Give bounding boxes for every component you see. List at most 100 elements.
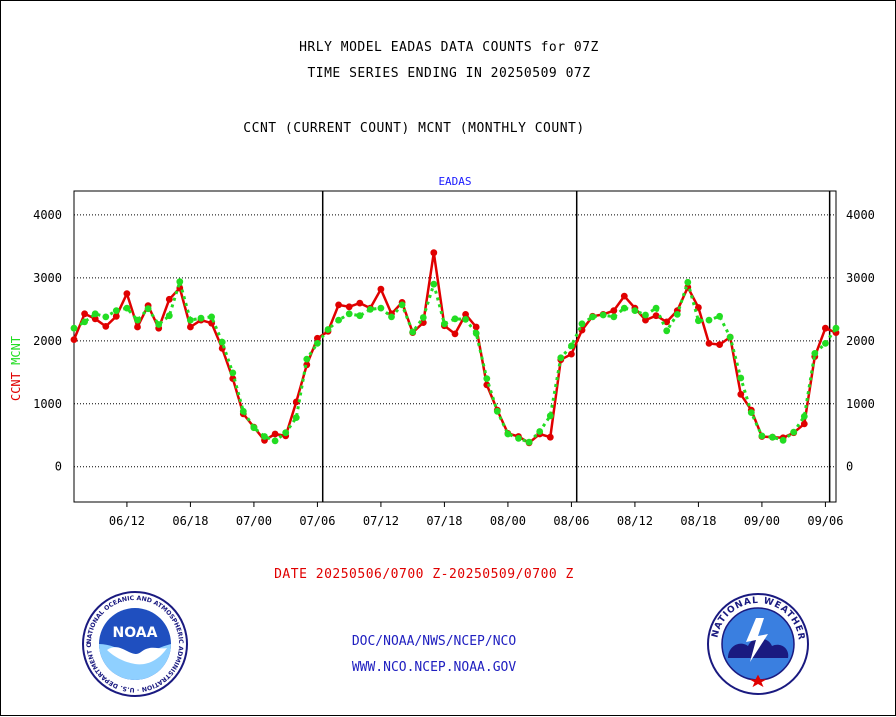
point-mcnt-62 <box>726 333 734 341</box>
point-ccnt-37 <box>462 311 469 318</box>
point-ccnt-3 <box>102 323 110 330</box>
point-mcnt-58 <box>684 278 692 286</box>
point-mcnt-46 <box>557 354 565 362</box>
chart-series-title: EADAS <box>438 175 471 188</box>
point-mcnt-22 <box>303 355 311 363</box>
point-mcnt-18 <box>261 433 268 440</box>
y-tick-label-right: 2000 <box>846 334 875 348</box>
point-mcnt-69 <box>800 413 808 420</box>
point-ccnt-2 <box>91 315 99 323</box>
y-tick-label-left: 4000 <box>33 208 62 222</box>
date-range-label: DATE 20250506/0700 Z-20250509/0700 Z <box>274 567 574 582</box>
point-mcnt-71 <box>822 340 829 347</box>
nws-logo: NATIONAL WEATHER SERVICE <box>706 592 809 695</box>
y-axis-label: CCNT MCNT <box>9 336 23 401</box>
point-mcnt-19 <box>271 437 279 445</box>
point-mcnt-59 <box>695 317 702 325</box>
point-ccnt-54 <box>642 316 649 324</box>
noaa-logo: NATIONAL OCEANIC AND ATMOSPHERIC ADMINIS… <box>81 590 188 697</box>
chart-subtitle: CCNT (CURRENT COUNT) MCNT (MONTHLY COUNT… <box>243 121 585 136</box>
x-tick-label: 08/00 <box>490 514 526 528</box>
point-mcnt-4 <box>112 307 120 314</box>
x-tick-label: 09/00 <box>744 514 780 528</box>
point-mcnt-0 <box>70 324 78 332</box>
point-mcnt-51 <box>610 313 618 321</box>
point-mcnt-63 <box>737 374 745 382</box>
point-ccnt-6 <box>134 323 141 331</box>
x-tick-label: 08/12 <box>617 514 653 528</box>
point-mcnt-70 <box>811 350 819 357</box>
point-mcnt-5 <box>123 304 131 312</box>
point-mcnt-54 <box>642 311 649 319</box>
y-tick-label-left: 2000 <box>33 334 62 348</box>
point-mcnt-20 <box>282 429 290 437</box>
y-tick-label-right: 3000 <box>846 271 875 285</box>
y-tick-label-right: 4000 <box>846 208 875 222</box>
point-mcnt-23 <box>314 340 321 347</box>
point-mcnt-30 <box>388 313 395 321</box>
point-ccnt-4 <box>112 312 120 320</box>
y-tick-label-left: 3000 <box>33 271 62 285</box>
point-mcnt-41 <box>504 430 512 438</box>
x-tick-label: 07/12 <box>363 514 399 528</box>
noaa-logo-label: NOAA <box>113 625 158 641</box>
nco-path-link[interactable]: DOC/NOAA/NWS/NCEP/NCO <box>351 634 517 649</box>
point-mcnt-32 <box>409 328 417 336</box>
point-mcnt-64 <box>747 409 755 416</box>
y-tick-label-right: 1000 <box>846 397 875 411</box>
y-tick-label-left: 0 <box>55 460 62 474</box>
nco-website-link[interactable]: WWW.NCO.NCEP.NOAA.GOV <box>351 660 517 675</box>
point-ccnt-60 <box>705 340 713 347</box>
point-mcnt-17 <box>250 424 258 432</box>
point-mcnt-27 <box>356 312 364 320</box>
point-mcnt-24 <box>324 326 332 333</box>
point-mcnt-60 <box>705 316 713 324</box>
point-mcnt-34 <box>430 280 438 288</box>
point-ccnt-27 <box>356 299 364 307</box>
point-mcnt-21 <box>292 414 300 421</box>
point-mcnt-66 <box>769 433 776 441</box>
point-ccnt-55 <box>652 312 660 320</box>
point-mcnt-12 <box>197 314 205 322</box>
point-ccnt-26 <box>345 303 353 311</box>
series-line-ccnt <box>72 251 837 445</box>
point-mcnt-15 <box>229 369 237 377</box>
point-mcnt-14 <box>218 338 226 346</box>
point-mcnt-38 <box>472 329 480 337</box>
point-mcnt-9 <box>165 312 173 320</box>
point-ccnt-19 <box>271 430 279 438</box>
point-mcnt-61 <box>716 312 723 320</box>
x-tick-label: 08/06 <box>553 514 589 528</box>
point-mcnt-47 <box>568 342 575 350</box>
x-tick-label: 09/06 <box>807 514 843 528</box>
point-mcnt-10 <box>176 278 184 286</box>
point-mcnt-26 <box>345 310 353 318</box>
point-ccnt-63 <box>737 390 745 398</box>
point-mcnt-56 <box>663 327 671 335</box>
point-mcnt-29 <box>377 304 385 312</box>
point-ccnt-29 <box>377 285 385 293</box>
point-ccnt-38 <box>472 323 480 331</box>
point-mcnt-42 <box>515 435 522 442</box>
point-ccnt-45 <box>546 433 554 441</box>
point-mcnt-1 <box>81 318 88 326</box>
point-mcnt-72 <box>832 324 840 332</box>
y-tick-label-left: 1000 <box>33 397 62 411</box>
x-tick-label: 06/12 <box>109 514 145 528</box>
point-ccnt-51 <box>610 307 618 314</box>
y-axis-label-ccnt: CCNT <box>9 372 23 401</box>
point-ccnt-0 <box>70 336 78 343</box>
chart-title-line2: TIME SERIES ENDING IN 20250509 07Z <box>307 66 591 81</box>
point-mcnt-16 <box>239 407 247 415</box>
point-mcnt-40 <box>493 407 501 415</box>
y-tick-label-right: 0 <box>846 460 853 474</box>
point-mcnt-55 <box>652 304 660 312</box>
point-mcnt-67 <box>779 436 787 444</box>
point-ccnt-61 <box>716 341 723 348</box>
point-ccnt-56 <box>663 318 671 326</box>
series-line-mcnt <box>73 280 838 444</box>
point-mcnt-57 <box>673 311 681 318</box>
point-mcnt-68 <box>790 428 798 436</box>
point-mcnt-50 <box>599 311 607 319</box>
